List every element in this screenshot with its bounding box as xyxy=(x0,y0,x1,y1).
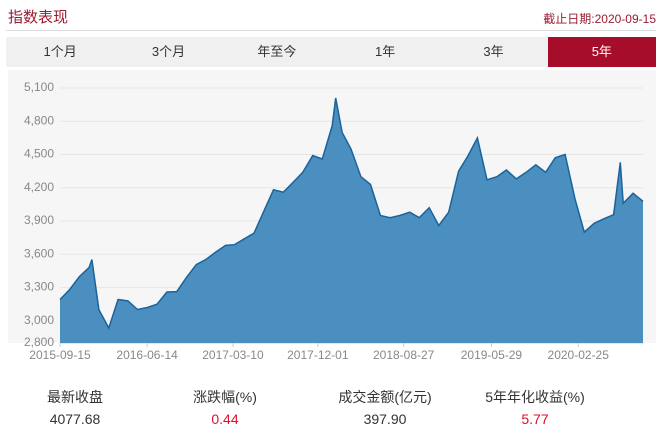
period-tab[interactable]: 3个月 xyxy=(151,44,186,59)
divider xyxy=(6,30,656,31)
area xyxy=(60,98,643,343)
stat-value: 397.90 xyxy=(363,411,407,427)
stat-value: 0.44 xyxy=(211,411,239,427)
x-tick-label: 2018-08-27 xyxy=(373,348,435,362)
stat-label: 成交金额(亿元) xyxy=(338,389,432,405)
period-tab[interactable]: 1个月 xyxy=(43,44,77,59)
period-tabs: 1个月 3个月 年至今 1年 3年 5年 xyxy=(6,37,656,67)
stat-label: 5年年化收益(%) xyxy=(485,389,585,405)
y-tick-label: 3,000 xyxy=(24,313,54,327)
x-tick-label: 2017-03-10 xyxy=(202,348,264,362)
y-tick-label: 3,300 xyxy=(24,280,54,294)
x-tick-label: 2020-02-25 xyxy=(548,348,610,362)
period-tab[interactable]: 年至今 xyxy=(257,44,297,59)
x-tick-label: 2015-09-15 xyxy=(29,348,91,362)
y-tick-label: 2,800 xyxy=(24,335,54,349)
y-tick-label: 5,100 xyxy=(24,80,54,94)
x-tick-label: 2016-06-14 xyxy=(116,348,178,362)
stat-value: 5.77 xyxy=(521,411,549,427)
chart: 2,800 3,000 3,300 3,600 3,900 4,200 4,500 4,800… xyxy=(8,70,656,362)
stat-label: 涨跌幅(%) xyxy=(193,389,257,405)
y-tick-label: 3,900 xyxy=(24,213,54,227)
stat-value: 4077.68 xyxy=(49,411,101,427)
period-tab[interactable]: 3年 xyxy=(483,44,504,59)
y-tick-label: 4,800 xyxy=(24,113,54,127)
stat-label: 最新收盘 xyxy=(47,389,103,405)
y-tick-label: 4,500 xyxy=(24,147,54,161)
period-tab[interactable]: 1年 xyxy=(375,44,396,59)
period-tab[interactable]: 5年 xyxy=(547,37,656,67)
x-tick-label: 2019-05-29 xyxy=(461,348,523,362)
x-tick-label: 2017-12-01 xyxy=(287,348,349,362)
panel-title: 指数表现 xyxy=(8,9,69,26)
y-tick-label: 4,200 xyxy=(24,180,54,194)
line xyxy=(59,97,644,330)
as-of-date: 截止日期:2020-09-15 xyxy=(543,12,656,26)
y-tick-label: 3,600 xyxy=(24,246,54,260)
